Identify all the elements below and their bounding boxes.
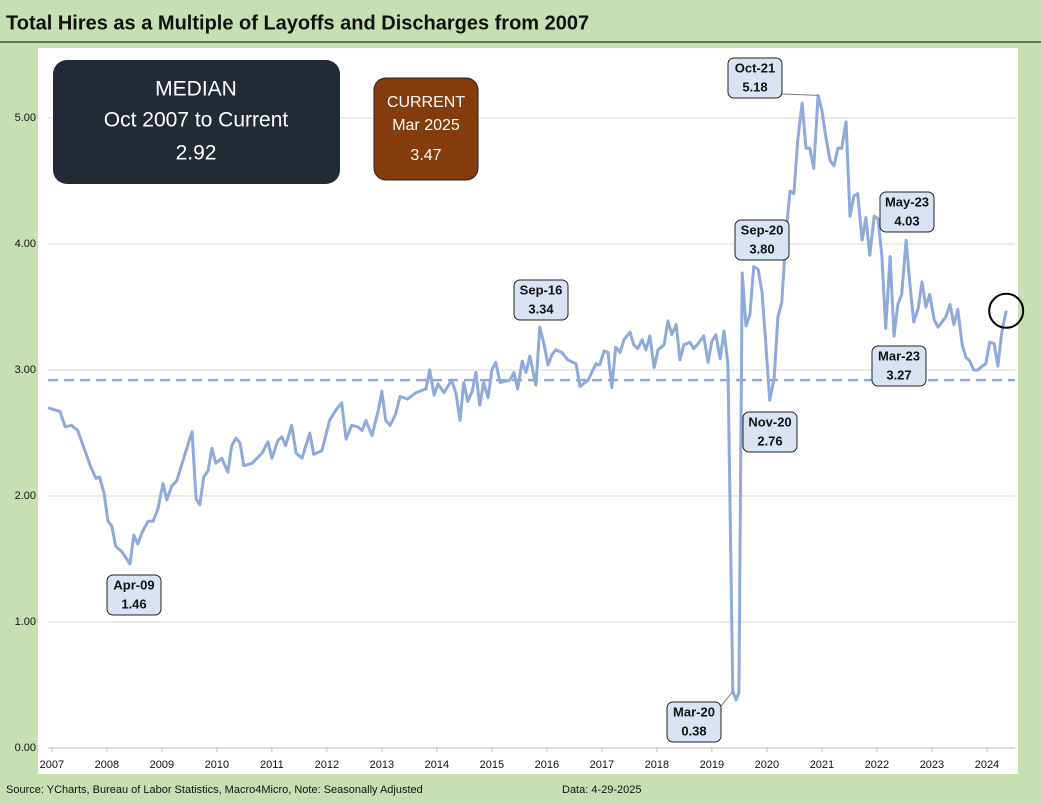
y-tick-label: 1.00 bbox=[15, 616, 36, 628]
callout-value: 1.46 bbox=[121, 596, 146, 611]
callout-leader bbox=[781, 93, 819, 96]
callout-box bbox=[666, 701, 722, 743]
callout-box bbox=[513, 279, 569, 321]
median-box bbox=[53, 60, 340, 184]
current-title: CURRENT bbox=[387, 94, 465, 111]
x-tick-label: 2012 bbox=[315, 759, 339, 771]
x-tick-label: 2015 bbox=[480, 759, 504, 771]
median-period: Oct 2007 to Current bbox=[104, 109, 289, 132]
callout-value: 3.80 bbox=[749, 241, 774, 256]
y-tick-label: 0.00 bbox=[15, 742, 36, 754]
x-tick-label: 2016 bbox=[535, 759, 559, 771]
callout-date: May-23 bbox=[885, 194, 929, 209]
current-period: Mar 2025 bbox=[392, 117, 460, 134]
callout-box bbox=[871, 345, 927, 387]
x-tick-label: 2009 bbox=[150, 759, 174, 771]
x-tick-label: 2018 bbox=[645, 759, 669, 771]
y-tick-label: 5.00 bbox=[15, 112, 36, 124]
median-value: 2.92 bbox=[176, 142, 217, 165]
callout-date: Sep-16 bbox=[520, 282, 563, 297]
x-tick-label: 2020 bbox=[755, 759, 779, 771]
callout-value: 3.34 bbox=[528, 301, 554, 316]
callout-date: Apr-09 bbox=[113, 577, 154, 592]
callout-box bbox=[734, 219, 790, 261]
x-tick-label: 2019 bbox=[700, 759, 724, 771]
x-tick-label: 2024 bbox=[975, 759, 999, 771]
x-tick-label: 2008 bbox=[95, 759, 119, 771]
median-title: MEDIAN bbox=[155, 78, 237, 101]
callout-date: Sep-20 bbox=[741, 222, 784, 237]
x-tick-label: 2023 bbox=[920, 759, 944, 771]
chart-title: Total Hires as a Multiple of Layoffs and… bbox=[6, 12, 589, 34]
x-tick-label: 2022 bbox=[865, 759, 889, 771]
callout-box bbox=[727, 57, 783, 99]
x-tick-label: 2013 bbox=[370, 759, 394, 771]
callout-value: 4.03 bbox=[894, 213, 919, 228]
line-series bbox=[47, 93, 1008, 702]
current-box bbox=[373, 77, 479, 181]
x-tick-label: 2007 bbox=[40, 759, 64, 771]
callout-date: Nov-20 bbox=[748, 414, 791, 429]
data-date: Data: 4-29-2025 bbox=[562, 784, 642, 796]
x-tick-label: 2011 bbox=[260, 759, 284, 771]
callout-value: 3.27 bbox=[886, 367, 911, 382]
y-tick-label: 2.00 bbox=[15, 490, 36, 502]
callout-box bbox=[879, 191, 935, 233]
x-tick-label: 2017 bbox=[590, 759, 614, 771]
source: Source: YCharts, Bureau of Labor Statist… bbox=[6, 784, 423, 796]
callout-value: 0.38 bbox=[681, 723, 706, 738]
callout-leader bbox=[720, 690, 734, 707]
y-tick-label: 4.00 bbox=[15, 238, 36, 250]
callout-date: Mar-23 bbox=[878, 348, 920, 363]
callout-date: Mar-20 bbox=[673, 704, 715, 719]
current-highlight bbox=[988, 292, 1025, 329]
callout-value: 5.18 bbox=[742, 79, 767, 94]
y-tick-label: 3.00 bbox=[15, 364, 36, 376]
x-tick-label: 2010 bbox=[205, 759, 229, 771]
x-tick-label: 2021 bbox=[810, 759, 834, 771]
x-tick-label: 2014 bbox=[425, 759, 449, 771]
callout-value: 2.76 bbox=[757, 433, 782, 448]
callout-date: Oct-21 bbox=[735, 60, 775, 75]
callout-box bbox=[742, 411, 798, 453]
callout-box bbox=[106, 574, 162, 616]
current-value: 3.47 bbox=[410, 147, 441, 164]
